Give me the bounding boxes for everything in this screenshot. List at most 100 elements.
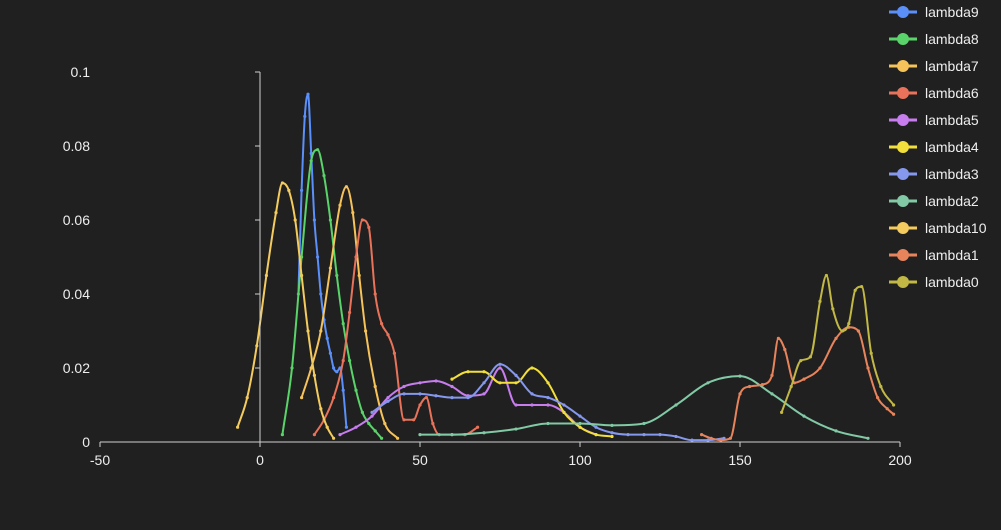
data-point-lambda2-10[interactable] [738,374,742,378]
data-point-lambda5-10[interactable] [498,366,502,370]
data-point-lambda10-12[interactable] [325,425,329,429]
data-point-lambda3-15[interactable] [610,431,614,435]
data-point-lambda2-13[interactable] [834,429,838,433]
data-point-lambda0-12[interactable] [879,384,883,389]
series-line-lambda2[interactable] [419,375,869,440]
data-point-lambda1-13[interactable] [834,336,838,340]
data-point-lambda2-9[interactable] [706,381,710,385]
data-point-lambda4-2[interactable] [482,370,486,374]
legend-item-lambda1[interactable]: lambda1 [889,247,979,263]
series-line-lambda6[interactable] [313,219,479,436]
data-point-lambda6-0[interactable] [312,433,316,437]
data-point-lambda3-2[interactable] [402,392,406,396]
data-point-lambda5-12[interactable] [530,403,534,407]
data-point-lambda1-7[interactable] [770,373,774,377]
data-point-lambda2-6[interactable] [610,423,614,427]
data-point-lambda1-11[interactable] [802,377,806,381]
data-point-lambda7-5[interactable] [344,185,348,189]
data-point-lambda1-16[interactable] [866,366,870,370]
data-point-lambda8-3[interactable] [309,159,313,163]
data-point-lambda3-18[interactable] [658,433,662,437]
series-line-lambda7[interactable] [300,185,399,440]
data-point-lambda3-6[interactable] [466,396,470,400]
data-point-lambda4-1[interactable] [466,370,470,374]
data-point-lambda3-3[interactable] [418,392,422,396]
data-point-lambda8-11[interactable] [360,410,364,414]
data-point-lambda4-4[interactable] [514,381,518,385]
data-point-lambda9-1[interactable] [300,188,304,192]
data-point-lambda7-2[interactable] [319,329,323,333]
data-point-lambda2-3[interactable] [514,427,518,431]
data-point-lambda6-9[interactable] [380,322,384,326]
data-point-lambda2-12[interactable] [802,414,806,418]
data-point-lambda10-1[interactable] [245,396,249,400]
data-point-lambda5-11[interactable] [514,403,518,407]
data-point-lambda1-5[interactable] [748,384,752,389]
data-point-lambda8-0[interactable] [280,433,284,437]
series-line-lambda3[interactable] [371,363,725,442]
data-point-lambda8-2[interactable] [300,255,304,259]
data-point-lambda8-1[interactable] [290,366,294,370]
data-point-lambda6-12[interactable] [402,418,406,422]
data-point-lambda3-13[interactable] [578,414,582,418]
legend-item-lambda6[interactable]: lambda6 [889,85,979,101]
data-point-lambda0-8[interactable] [847,322,851,326]
data-point-lambda9-9[interactable] [325,336,329,340]
data-point-lambda3-19[interactable] [674,434,678,439]
data-point-lambda6-2[interactable] [332,396,336,400]
series-line-lambda0[interactable] [780,274,895,414]
data-point-lambda5-1[interactable] [354,425,358,429]
data-point-lambda1-1[interactable] [709,436,713,440]
data-point-lambda1-9[interactable] [783,347,787,352]
data-point-lambda7-9[interactable] [373,384,377,389]
data-point-lambda8-13[interactable] [373,429,377,433]
series-line-lambda9[interactable] [297,93,348,429]
data-point-lambda6-7[interactable] [367,225,371,229]
data-point-lambda9-3[interactable] [306,92,310,96]
data-point-lambda7-7[interactable] [357,273,361,278]
data-point-lambda3-20[interactable] [690,438,694,442]
data-point-lambda10-3[interactable] [264,273,268,278]
data-point-lambda4-5[interactable] [530,366,534,370]
data-point-lambda3-7[interactable] [482,381,486,385]
data-point-lambda4-6[interactable] [546,381,550,385]
data-point-lambda0-1[interactable] [789,384,793,389]
data-point-lambda6-6[interactable] [360,218,364,222]
data-point-lambda0-2[interactable] [799,359,803,363]
data-point-lambda6-4[interactable] [348,310,352,315]
data-point-lambda2-4[interactable] [546,421,550,426]
data-point-lambda2-11[interactable] [770,392,774,396]
data-point-lambda3-14[interactable] [594,425,598,429]
data-point-lambda6-3[interactable] [341,359,345,363]
data-point-lambda0-3[interactable] [808,355,813,359]
data-point-lambda1-6[interactable] [760,383,765,387]
data-point-lambda5-4[interactable] [402,384,406,389]
data-point-lambda2-0[interactable] [418,433,422,437]
data-point-lambda1-18[interactable] [885,407,889,411]
data-point-lambda4-7[interactable] [562,410,566,414]
data-point-lambda8-14[interactable] [380,436,384,440]
data-point-lambda3-21[interactable] [706,438,710,442]
data-point-lambda5-3[interactable] [386,396,390,400]
data-point-lambda7-4[interactable] [338,203,342,207]
legend-item-lambda3[interactable]: lambda3 [889,166,979,182]
legend-item-lambda7[interactable]: lambda7 [889,58,979,74]
data-point-lambda6-11[interactable] [392,351,396,355]
data-point-lambda1-15[interactable] [856,329,861,333]
data-point-lambda6-14[interactable] [418,403,422,407]
data-point-lambda1-19[interactable] [892,412,896,416]
data-point-lambda5-7[interactable] [450,384,454,389]
data-point-lambda10-7[interactable] [293,218,297,222]
data-point-lambda0-5[interactable] [824,273,829,278]
data-point-lambda10-11[interactable] [319,407,323,411]
data-point-lambda8-5[interactable] [322,174,326,178]
data-point-lambda3-5[interactable] [450,396,454,400]
data-point-lambda9-15[interactable] [344,425,348,429]
legend-item-lambda2[interactable]: lambda2 [889,193,979,209]
data-point-lambda7-6[interactable] [351,211,355,215]
data-point-lambda5-9[interactable] [482,392,486,396]
data-point-lambda9-10[interactable] [328,351,332,355]
data-point-lambda2-2[interactable] [482,431,486,435]
legend-item-lambda5[interactable]: lambda5 [889,112,979,128]
data-point-lambda1-0[interactable] [700,433,704,437]
